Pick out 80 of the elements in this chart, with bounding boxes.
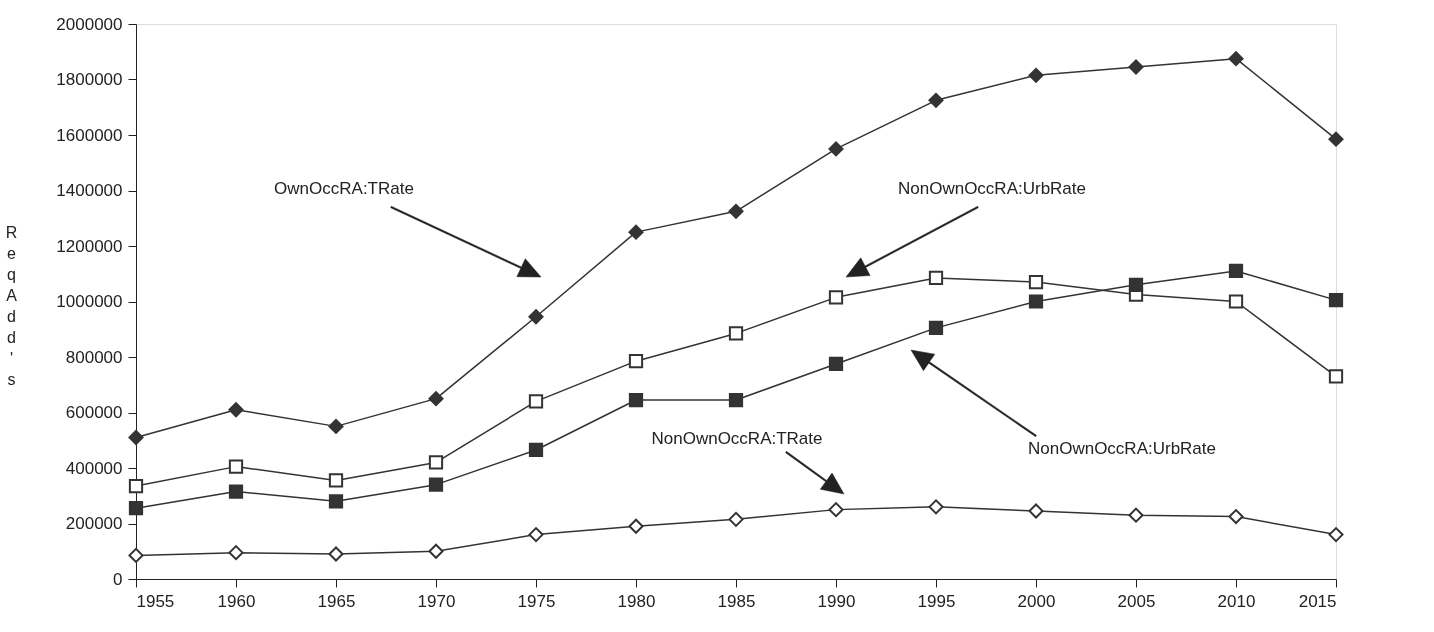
y-tick-label: 1000000 xyxy=(56,292,123,311)
annotation: OwnOccRA:TRate xyxy=(274,179,414,198)
y-tick-label: 0 xyxy=(113,569,123,589)
point xyxy=(1128,59,1144,75)
y-tick-label: 2000000 xyxy=(56,14,123,34)
annotation: NonOwnOccRA:UrbRate xyxy=(1027,439,1217,458)
point xyxy=(1028,503,1044,519)
point xyxy=(628,224,644,240)
x-tick-label: 1990 xyxy=(817,591,856,611)
y-axis-title: Req Add's xyxy=(5,223,18,388)
point xyxy=(228,545,244,561)
x-tick-label: 2000 xyxy=(1017,591,1056,611)
point xyxy=(1328,292,1344,308)
x-tick-label: 1960 xyxy=(217,591,256,611)
point xyxy=(528,527,544,543)
point xyxy=(228,402,244,418)
x-tick-label: 1965 xyxy=(317,591,356,611)
point xyxy=(928,499,944,515)
point xyxy=(528,309,544,325)
point xyxy=(828,502,844,518)
point xyxy=(1328,527,1344,543)
point xyxy=(1128,277,1144,292)
point xyxy=(628,354,644,369)
point xyxy=(528,394,544,409)
x-tick-label: 1975 xyxy=(517,591,556,611)
point xyxy=(628,518,644,534)
point xyxy=(1028,67,1044,83)
point xyxy=(728,511,744,527)
point xyxy=(328,494,344,509)
point xyxy=(1228,263,1244,279)
x-tick-label: 2015 xyxy=(1298,591,1337,611)
y-tick-label: 1600000 xyxy=(56,125,123,145)
point xyxy=(1228,294,1244,309)
point xyxy=(728,326,744,341)
point xyxy=(1028,294,1044,309)
x-tick-label: 1980 xyxy=(617,591,656,611)
point xyxy=(828,141,844,157)
x-tick-label: 2010 xyxy=(1217,591,1256,611)
point xyxy=(1228,51,1244,67)
point xyxy=(228,459,244,474)
point xyxy=(1328,131,1344,147)
point xyxy=(428,455,444,470)
point xyxy=(428,543,444,559)
point xyxy=(728,203,744,219)
point xyxy=(428,477,444,492)
point xyxy=(928,270,944,286)
y-tick-label: 200000 xyxy=(65,514,123,533)
x-tick-label: 1955 xyxy=(136,591,175,611)
annotation: NonOwnOccRA:UrbRate xyxy=(897,179,1087,198)
point xyxy=(228,484,244,499)
y-tick-label: 400000 xyxy=(65,458,123,478)
x-tick-label: 1970 xyxy=(417,591,456,611)
x-tick-label: 1985 xyxy=(717,591,756,611)
point xyxy=(128,429,144,445)
point xyxy=(128,547,144,563)
point xyxy=(828,290,844,305)
point xyxy=(1228,509,1244,525)
annotation: NonOwnOccRA:TRate xyxy=(651,429,823,448)
x-tick-label: 2005 xyxy=(1117,591,1156,611)
y-tick-label: 1800000 xyxy=(56,70,123,89)
y-tick-label: 800000 xyxy=(65,347,123,367)
point xyxy=(128,501,144,516)
point xyxy=(1028,274,1044,290)
x-tick-label: 1995 xyxy=(917,591,956,611)
point xyxy=(528,442,544,458)
y-tick-label: 1200000 xyxy=(56,236,123,256)
y-tick-label: 600000 xyxy=(65,403,123,422)
point xyxy=(328,418,344,434)
point xyxy=(728,392,744,408)
point xyxy=(628,392,644,408)
point xyxy=(328,473,344,488)
point xyxy=(128,478,144,494)
point xyxy=(1328,369,1344,384)
point xyxy=(328,546,344,562)
point xyxy=(828,356,844,372)
y-tick-label: 1400000 xyxy=(56,181,123,200)
point xyxy=(928,320,944,335)
point xyxy=(928,92,944,108)
point xyxy=(1128,507,1144,523)
point xyxy=(428,391,444,407)
